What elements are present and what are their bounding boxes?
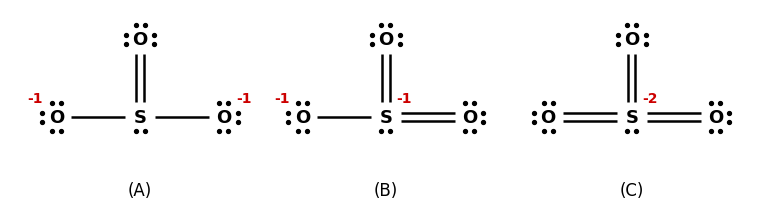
Text: S: S — [379, 109, 392, 126]
Text: S: S — [133, 109, 147, 126]
Text: (B): (B) — [374, 181, 398, 199]
Text: O: O — [462, 109, 477, 126]
Text: O: O — [707, 109, 723, 126]
Text: O: O — [133, 31, 147, 49]
Text: O: O — [624, 31, 640, 49]
Text: (C): (C) — [619, 181, 644, 199]
Text: -1: -1 — [396, 91, 412, 105]
Text: -2: -2 — [643, 91, 658, 105]
Text: O: O — [216, 109, 231, 126]
Text: -1: -1 — [237, 91, 252, 105]
Text: -1: -1 — [27, 91, 42, 105]
Text: O: O — [49, 109, 64, 126]
Text: S: S — [626, 109, 638, 126]
Text: (A): (A) — [128, 181, 152, 199]
Text: O: O — [295, 109, 310, 126]
Text: O: O — [541, 109, 556, 126]
Text: O: O — [378, 31, 394, 49]
Text: -1: -1 — [275, 91, 290, 105]
